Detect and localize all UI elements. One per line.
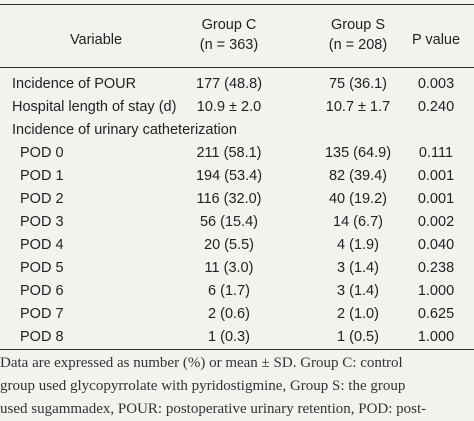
- group-s-value: 135 (64.9): [324, 145, 392, 161]
- row-label: POD 3: [20, 214, 64, 230]
- p-value: 0.001: [417, 191, 455, 207]
- table-row: POD 5 11 (3.0) 3 (1.4) 0.238: [0, 257, 474, 280]
- group-c-value: 10.9 ± 2.0: [196, 99, 262, 115]
- header-rule: [0, 67, 474, 68]
- row-label: POD 4: [20, 237, 64, 253]
- group-s-value: 10.7 ± 1.7: [325, 99, 391, 115]
- footnote-line: Data are expressed as number (%) or mean…: [0, 355, 403, 371]
- table-row: Incidence of urinary catheterization: [0, 119, 474, 142]
- table-row: POD 0 211 (58.1) 135 (64.9) 0.111: [0, 142, 474, 165]
- header-group-c: Group C (n = 363): [175, 15, 283, 55]
- table-row: POD 6 6 (1.7) 3 (1.4) 1.000: [0, 280, 474, 303]
- group-s-value: 3 (1.4): [337, 283, 379, 299]
- p-value: 1.000: [417, 283, 455, 299]
- group-s-value: 82 (39.4): [328, 168, 388, 184]
- table-row: POD 7 2 (0.6) 2 (1.0) 0.625: [0, 303, 474, 326]
- row-label: POD 0: [20, 145, 64, 161]
- table-row: POD 1 194 (53.4) 82 (39.4) 0.001: [0, 165, 474, 188]
- header-variable: Variable: [69, 32, 123, 48]
- table-row: Hospital length of stay (d) 10.9 ± 2.0 1…: [0, 96, 474, 119]
- p-value: 0.040: [417, 237, 455, 253]
- footnote-line: group used glycopyrrolate with pyridosti…: [0, 378, 406, 394]
- p-value: 0.002: [417, 214, 455, 230]
- row-label: Hospital length of stay (d): [12, 99, 177, 115]
- group-c-value: 1 (0.3): [208, 329, 250, 345]
- group-s-value: 2 (1.0): [337, 306, 379, 322]
- row-label: POD 5: [20, 260, 64, 276]
- table-row: POD 8 1 (0.3) 1 (0.5) 1.000: [0, 326, 474, 349]
- table-row: POD 2 116 (32.0) 40 (19.2) 0.001: [0, 188, 474, 211]
- p-value: 0.111: [418, 145, 454, 161]
- header-group-s: Group S (n = 208): [304, 15, 412, 55]
- header-group-c-n: (n = 363): [199, 37, 259, 53]
- group-c-value: 6 (1.7): [208, 283, 250, 299]
- group-s-value: 4 (1.9): [337, 237, 379, 253]
- group-s-value: 1 (0.5): [337, 329, 379, 345]
- row-label: POD 8: [20, 329, 64, 345]
- row-label: Incidence of POUR: [12, 76, 137, 92]
- table-bottom-rule: [0, 349, 474, 350]
- table-row: Incidence of POUR 177 (48.8) 75 (36.1) 0…: [0, 73, 474, 96]
- p-value: 0.238: [417, 260, 455, 276]
- table-row: POD 4 20 (5.5) 4 (1.9) 0.040: [0, 234, 474, 257]
- group-c-value: 20 (5.5): [204, 237, 254, 253]
- row-label: POD 7: [20, 306, 64, 322]
- group-c-value: 11 (3.0): [204, 260, 254, 276]
- group-c-value: 2 (0.6): [208, 306, 250, 322]
- group-c-value: 194 (53.4): [195, 168, 263, 184]
- group-c-value: 56 (15.4): [199, 214, 259, 230]
- footnote-line: used sugammadex, POUR: postoperative uri…: [0, 401, 427, 417]
- group-s-value: 75 (36.1): [328, 76, 388, 92]
- group-c-value: 177 (48.8): [195, 76, 263, 92]
- table-top-rule: [0, 4, 474, 5]
- header-group-s-name: Group S: [331, 17, 385, 33]
- header-p-value: P value: [411, 32, 461, 48]
- p-value: 0.625: [417, 306, 455, 322]
- table-row: POD 3 56 (15.4) 14 (6.7) 0.002: [0, 211, 474, 234]
- group-s-value: 40 (19.2): [328, 191, 388, 207]
- group-s-value: 14 (6.7): [333, 214, 383, 230]
- row-label: Incidence of urinary catheterization: [12, 122, 237, 138]
- p-value: 0.003: [417, 76, 455, 92]
- row-label: POD 6: [20, 283, 64, 299]
- header-group-c-name: Group C: [201, 17, 257, 33]
- table-footnote: Data are expressed as number (%) or mean…: [0, 352, 474, 421]
- row-label: POD 1: [20, 168, 64, 184]
- p-value: 0.001: [417, 168, 455, 184]
- p-value: 0.240: [417, 99, 455, 115]
- group-c-value: 116 (32.0): [196, 191, 262, 207]
- group-c-value: 211 (58.1): [196, 145, 262, 161]
- row-label: POD 2: [20, 191, 64, 207]
- group-s-value: 3 (1.4): [337, 260, 379, 276]
- header-group-s-n: (n = 208): [328, 37, 388, 53]
- p-value: 1.000: [417, 329, 455, 345]
